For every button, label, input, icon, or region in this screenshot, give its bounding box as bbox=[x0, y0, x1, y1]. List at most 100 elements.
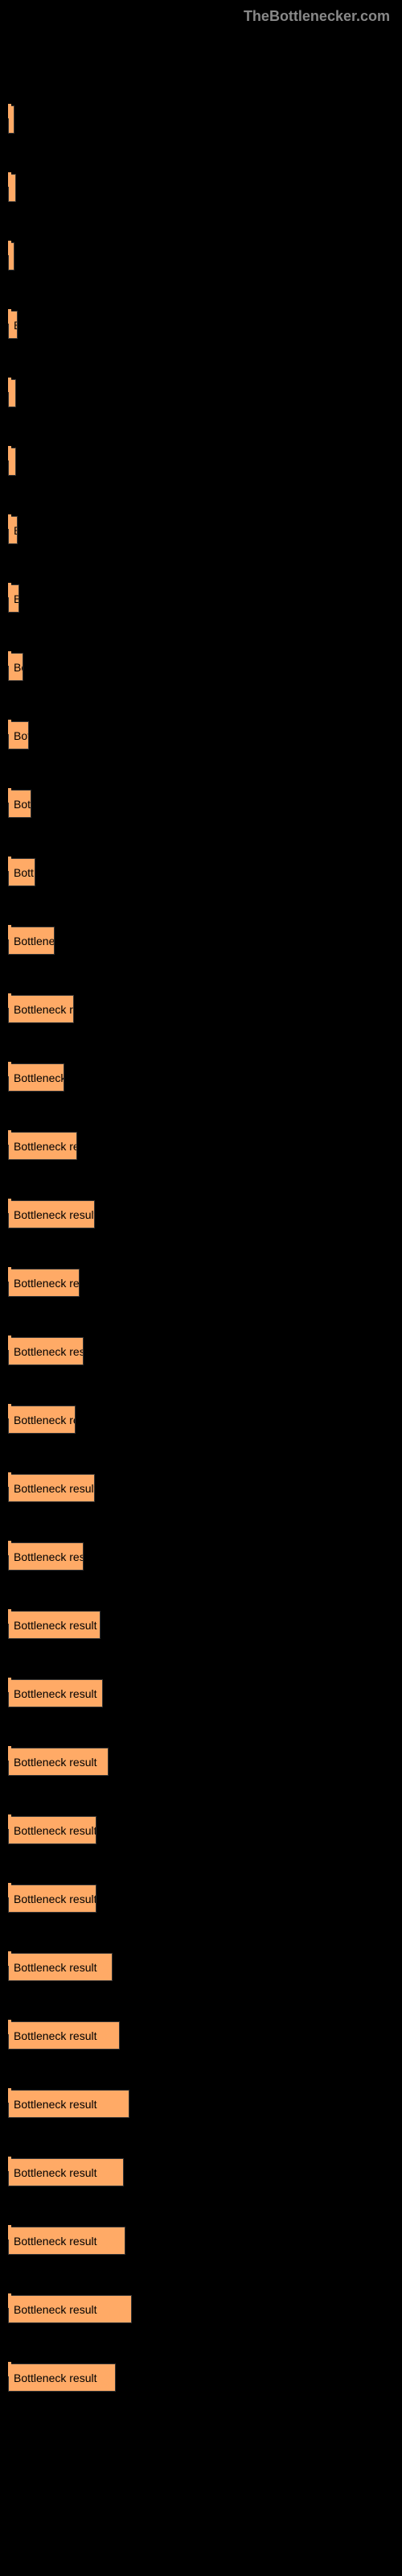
bar-row: Bottleneck res bbox=[8, 1132, 394, 1168]
bar-indicator bbox=[8, 309, 11, 324]
bar-indicator bbox=[8, 1541, 11, 1555]
bar-indicator bbox=[8, 2088, 11, 2103]
bar-row: Bottleneck res bbox=[8, 1269, 394, 1305]
bar-indicator bbox=[8, 1130, 11, 1145]
bar-label: Bottleneck resu bbox=[14, 1345, 83, 1358]
bar-label: Bottleneck resu bbox=[14, 1550, 83, 1563]
bar-row: Bottlene bbox=[8, 927, 394, 963]
bar-row: Bottleneck result bbox=[8, 1748, 394, 1784]
bar-label: Bottleneck res bbox=[14, 1277, 79, 1290]
bar-indicator bbox=[8, 1678, 11, 1692]
bar: Bottleneck re bbox=[8, 995, 74, 1023]
bar-label: Bottleneck result bbox=[14, 1619, 97, 1632]
bar-row: Bottleneck result bbox=[8, 1885, 394, 1921]
bar-label: Bottleneck result bbox=[14, 2235, 97, 2248]
bar-label: Bot bbox=[14, 798, 31, 811]
bar-row: Bottleneck result bbox=[8, 1611, 394, 1647]
bar-indicator bbox=[8, 788, 11, 803]
bar-row: B bbox=[8, 311, 394, 347]
bar-label: Bottleneck result bbox=[14, 1208, 94, 1221]
bar-row: Bottleneck result bbox=[8, 1953, 394, 1989]
bar-label: Bott bbox=[14, 866, 34, 879]
bar: Bottleneck result bbox=[8, 1953, 113, 1981]
bar-row: Bottleneck result bbox=[8, 2227, 394, 2263]
bar: Bottleneck result bbox=[8, 2227, 125, 2255]
bar: Bottleneck result bbox=[8, 1885, 96, 1913]
bar-indicator bbox=[8, 993, 11, 1008]
bar-row: Bot bbox=[8, 721, 394, 758]
bar-row bbox=[8, 448, 394, 484]
bar: Bottleneck result bbox=[8, 2158, 124, 2186]
bar-indicator bbox=[8, 1062, 11, 1076]
bar: Bottleneck result bbox=[8, 2363, 116, 2392]
bar: Bottleneck result bbox=[8, 1679, 103, 1707]
bar-row: Bottleneck result bbox=[8, 1679, 394, 1715]
bar: Bottleneck resu bbox=[8, 1337, 84, 1365]
bar: Bottleneck res bbox=[8, 1269, 80, 1297]
bar-row bbox=[8, 379, 394, 415]
bar: Bottleneck res bbox=[8, 1132, 77, 1160]
bar-row: Bottleneck re bbox=[8, 1406, 394, 1442]
bar-chart: B B B Bo Bot Bot Bott Bottlene Bottleneck re Bott… bbox=[0, 105, 402, 2400]
bar-label: Bottleneck bbox=[14, 1071, 64, 1084]
bar-indicator bbox=[8, 378, 11, 392]
bar-indicator bbox=[8, 1335, 11, 1350]
bar-indicator bbox=[8, 2225, 11, 2240]
bar-label: Bottleneck result bbox=[14, 1824, 96, 1837]
bar-row: Bottleneck result bbox=[8, 2363, 394, 2400]
bar-row: Bottleneck result bbox=[8, 1816, 394, 1852]
bar-label: Bottleneck result bbox=[14, 1687, 97, 1700]
bar: Bottleneck result bbox=[8, 2090, 129, 2118]
bar-indicator bbox=[8, 2362, 11, 2376]
bar: Bottleneck result bbox=[8, 2021, 120, 2050]
bar-indicator bbox=[8, 104, 11, 118]
bar-indicator bbox=[8, 1199, 11, 1213]
bar-label: Bottleneck result bbox=[14, 1482, 94, 1495]
bar-row: Bottleneck result bbox=[8, 1474, 394, 1510]
bar-indicator bbox=[8, 172, 11, 187]
bar-indicator bbox=[8, 2020, 11, 2034]
bar-label: Bottleneck result bbox=[14, 2166, 97, 2179]
bar-row: Bo bbox=[8, 653, 394, 689]
bar-label: B bbox=[14, 524, 17, 537]
bar-label: Bottleneck result bbox=[14, 1961, 97, 1974]
bar-row: Bottleneck re bbox=[8, 995, 394, 1031]
bar: Bottleneck result bbox=[8, 1816, 96, 1844]
bar-indicator bbox=[8, 1951, 11, 1966]
bar-label: Bottleneck result bbox=[14, 2029, 97, 2042]
bar-label: Bottleneck re bbox=[14, 1414, 75, 1426]
bar-label: Bottlene bbox=[14, 935, 54, 947]
bar-row bbox=[8, 105, 394, 142]
bar-indicator bbox=[8, 514, 11, 529]
bar: Bottleneck result bbox=[8, 1200, 95, 1228]
bar: Bottlene bbox=[8, 927, 55, 955]
watermark-text: TheBottlenecker.com bbox=[0, 8, 402, 105]
bar-row: Bottleneck bbox=[8, 1063, 394, 1100]
bar-label: Bottleneck result bbox=[14, 2372, 97, 2384]
bar-label: Bottleneck result bbox=[14, 1756, 97, 1769]
bar: Bottleneck result bbox=[8, 1474, 95, 1502]
bar-indicator bbox=[8, 583, 11, 597]
bar-row: B bbox=[8, 516, 394, 552]
bar-label: Bottleneck re bbox=[14, 1003, 73, 1016]
bar: Bottleneck result bbox=[8, 1748, 109, 1776]
bar-row: B bbox=[8, 584, 394, 621]
bar-indicator bbox=[8, 1814, 11, 1829]
bar: Bottleneck result bbox=[8, 2295, 132, 2323]
bar-indicator bbox=[8, 1609, 11, 1624]
bar-indicator bbox=[8, 241, 11, 255]
bar: Bottleneck bbox=[8, 1063, 64, 1092]
bar-row bbox=[8, 242, 394, 279]
bar-row: Bottleneck resu bbox=[8, 1542, 394, 1579]
bar-indicator bbox=[8, 1267, 11, 1282]
bar-row: Bott bbox=[8, 858, 394, 894]
bar-label: Bottleneck result bbox=[14, 2303, 97, 2316]
bar-indicator bbox=[8, 720, 11, 734]
bar-indicator bbox=[8, 1472, 11, 1487]
bar-label: Bottleneck result bbox=[14, 2098, 97, 2111]
bar: Bottleneck resu bbox=[8, 1542, 84, 1571]
bar-indicator bbox=[8, 446, 11, 460]
bar: Bot bbox=[8, 790, 31, 818]
bar-row: Bottleneck result bbox=[8, 2021, 394, 2058]
bar-indicator bbox=[8, 1404, 11, 1418]
